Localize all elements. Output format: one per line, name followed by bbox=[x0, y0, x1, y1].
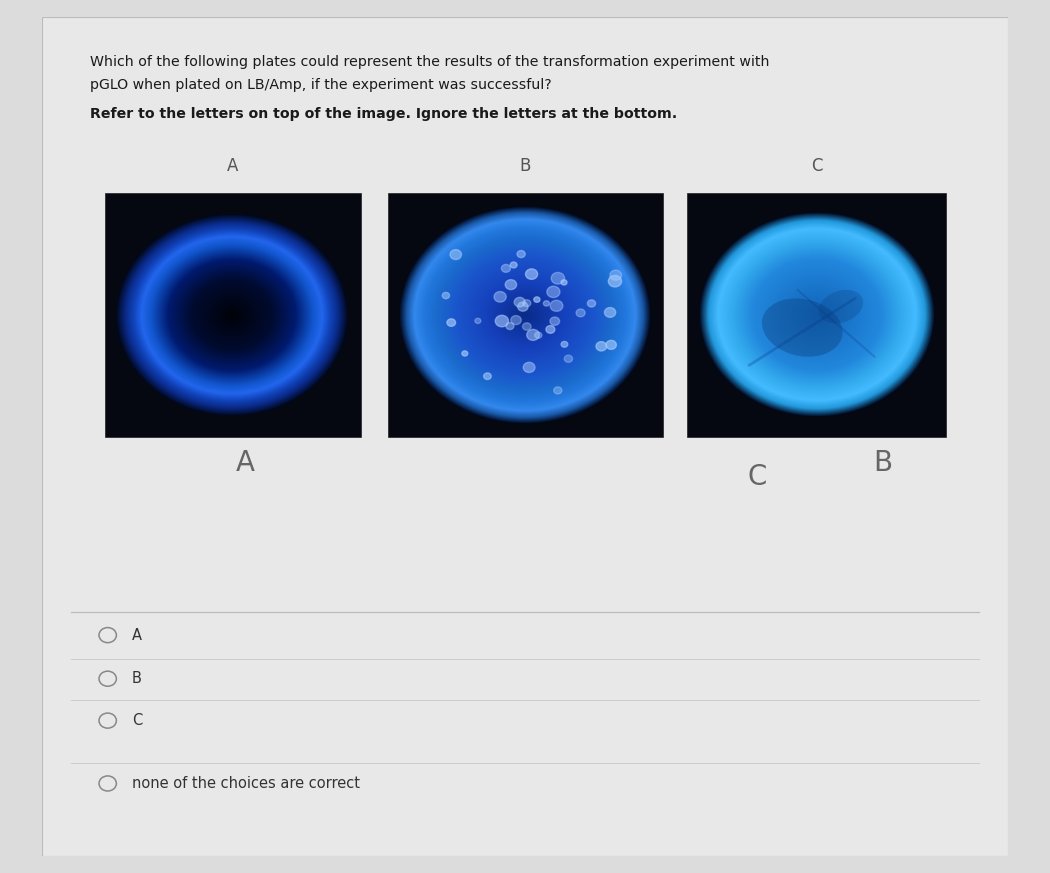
Circle shape bbox=[501, 265, 510, 272]
Circle shape bbox=[518, 302, 528, 311]
Circle shape bbox=[534, 332, 542, 339]
Circle shape bbox=[442, 292, 449, 299]
Text: Which of the following plates could represent the results of the transformation : Which of the following plates could repr… bbox=[90, 55, 770, 69]
Circle shape bbox=[506, 322, 513, 329]
Circle shape bbox=[606, 340, 616, 349]
Text: A: A bbox=[132, 628, 142, 643]
Circle shape bbox=[450, 250, 462, 259]
Text: pGLO when plated on LB/Amp, if the experiment was successful?: pGLO when plated on LB/Amp, if the exper… bbox=[90, 78, 552, 92]
Circle shape bbox=[551, 272, 565, 284]
Text: none of the choices are correct: none of the choices are correct bbox=[132, 776, 360, 791]
Circle shape bbox=[610, 270, 622, 280]
Circle shape bbox=[553, 387, 562, 394]
Circle shape bbox=[484, 373, 491, 380]
Text: A: A bbox=[227, 157, 238, 175]
FancyBboxPatch shape bbox=[105, 194, 361, 436]
Circle shape bbox=[561, 279, 567, 285]
Circle shape bbox=[608, 275, 622, 287]
Text: C: C bbox=[132, 713, 142, 728]
Circle shape bbox=[475, 319, 481, 324]
Circle shape bbox=[547, 286, 560, 298]
Text: B: B bbox=[132, 671, 142, 686]
Circle shape bbox=[605, 307, 615, 317]
Circle shape bbox=[462, 351, 468, 356]
Circle shape bbox=[505, 279, 517, 290]
Text: C: C bbox=[748, 464, 766, 491]
Circle shape bbox=[514, 298, 525, 307]
Circle shape bbox=[494, 292, 506, 302]
Circle shape bbox=[527, 329, 540, 340]
Circle shape bbox=[543, 301, 549, 306]
Circle shape bbox=[546, 326, 554, 333]
Circle shape bbox=[550, 317, 560, 326]
Circle shape bbox=[523, 299, 531, 306]
Circle shape bbox=[523, 323, 531, 330]
Circle shape bbox=[561, 341, 568, 347]
Circle shape bbox=[510, 262, 517, 268]
Circle shape bbox=[550, 300, 563, 312]
Text: A: A bbox=[235, 449, 254, 477]
Circle shape bbox=[517, 251, 525, 258]
Circle shape bbox=[525, 269, 538, 279]
Text: B: B bbox=[520, 157, 530, 175]
FancyBboxPatch shape bbox=[688, 194, 946, 436]
FancyBboxPatch shape bbox=[42, 17, 1008, 856]
Text: C: C bbox=[811, 157, 822, 175]
Text: Refer to the letters on top of the image. Ignore the letters at the bottom.: Refer to the letters on top of the image… bbox=[90, 107, 677, 121]
Circle shape bbox=[576, 309, 585, 317]
Circle shape bbox=[587, 299, 595, 307]
Ellipse shape bbox=[762, 299, 842, 357]
Circle shape bbox=[447, 319, 456, 327]
Circle shape bbox=[523, 362, 536, 373]
Circle shape bbox=[564, 355, 572, 362]
Circle shape bbox=[496, 315, 508, 327]
Circle shape bbox=[510, 315, 521, 325]
Ellipse shape bbox=[819, 290, 863, 323]
Circle shape bbox=[533, 297, 540, 302]
Text: B: B bbox=[873, 449, 892, 477]
Circle shape bbox=[596, 341, 607, 351]
FancyBboxPatch shape bbox=[387, 194, 664, 436]
